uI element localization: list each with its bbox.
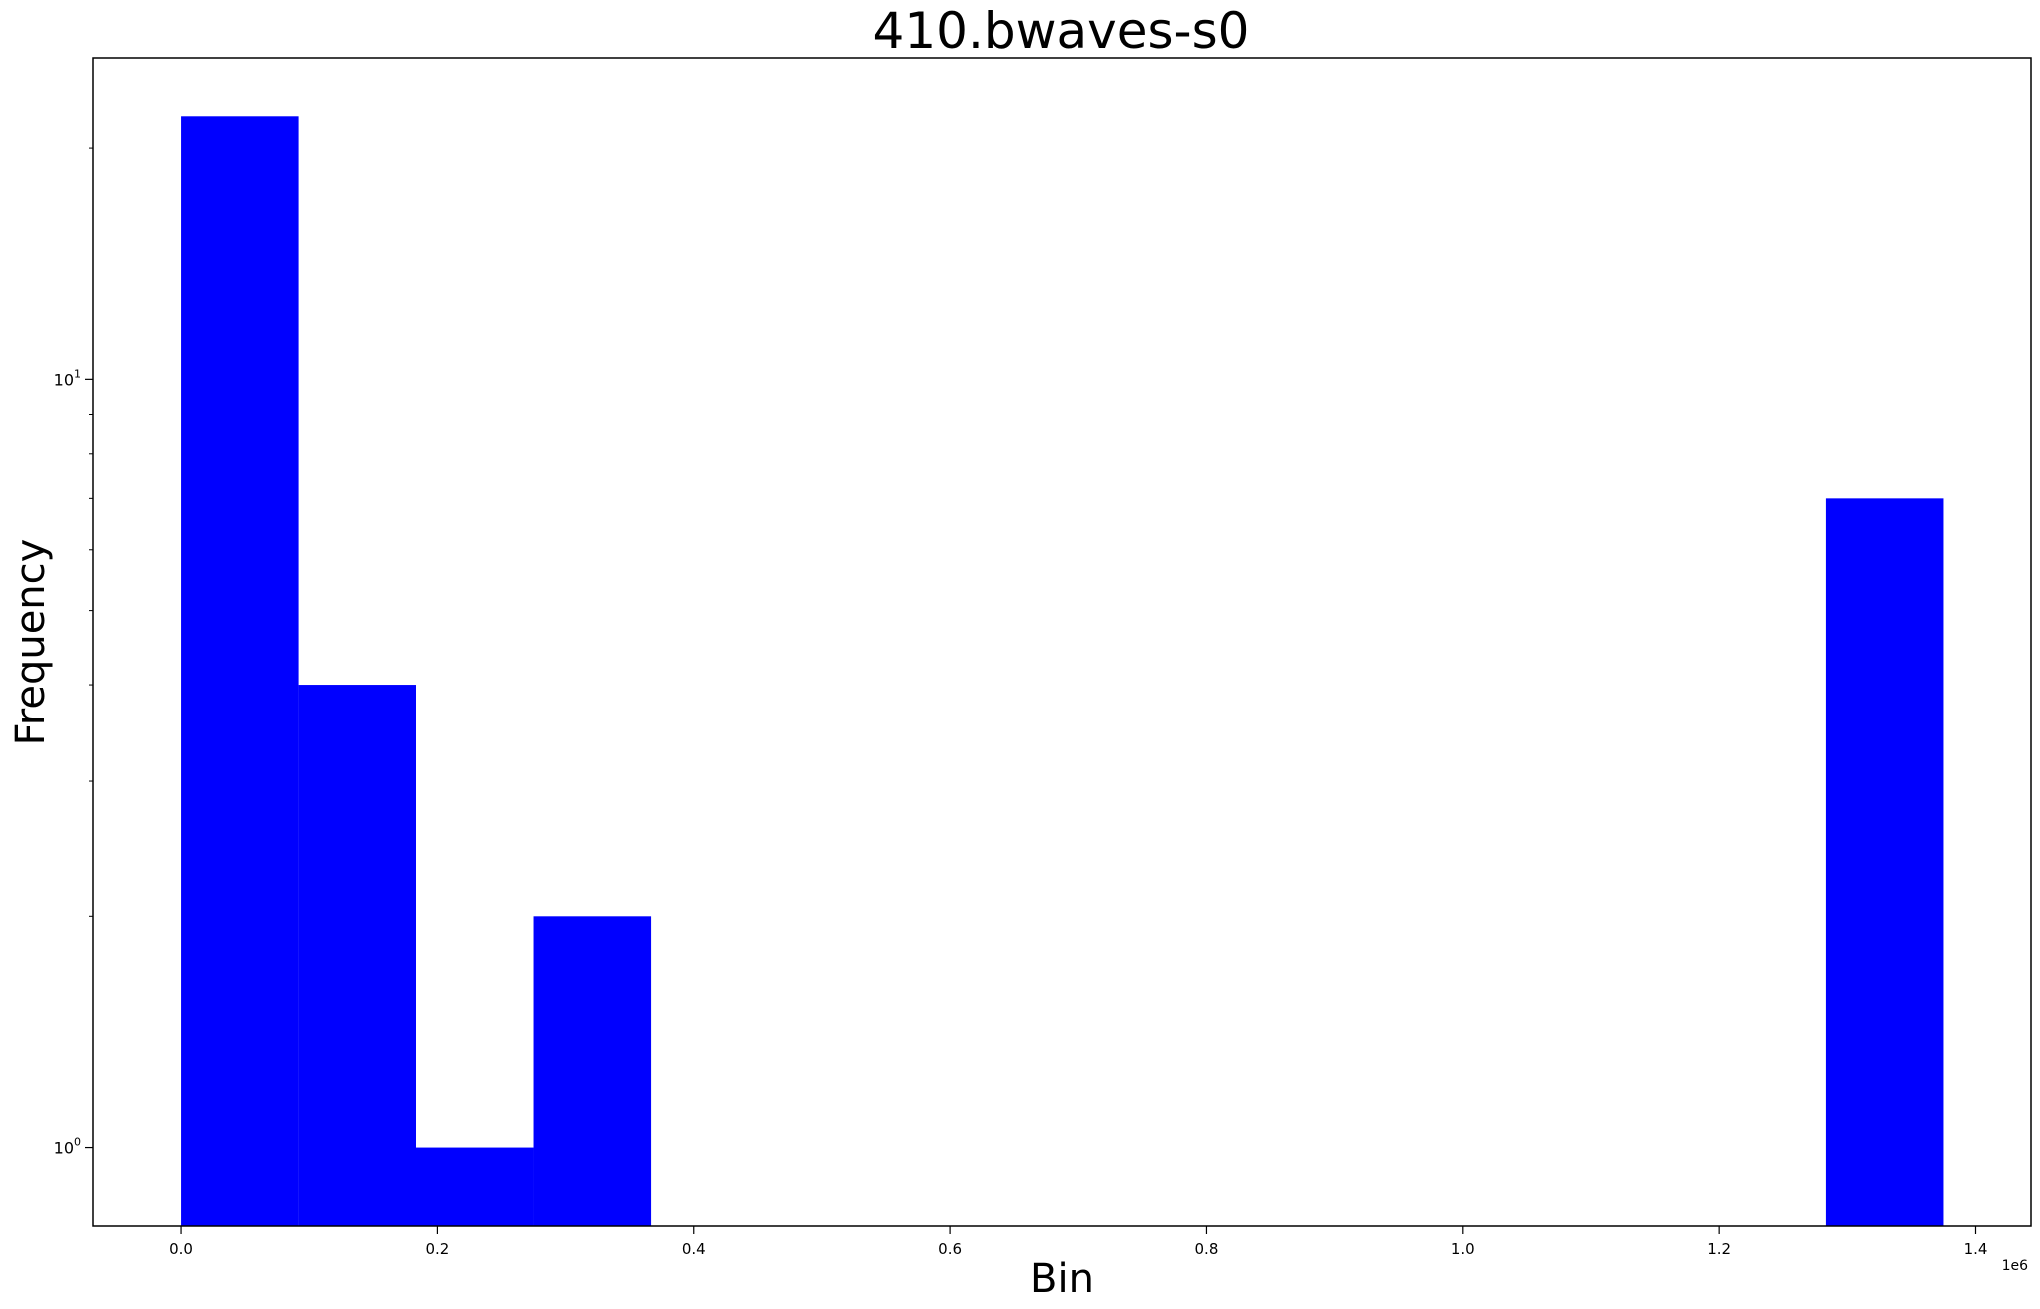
histogram-bar-4 bbox=[1825, 498, 1944, 1227]
x-tick-label-3: 0.6 bbox=[938, 1240, 962, 1258]
x-tick-label-7: 1.4 bbox=[1964, 1240, 1988, 1258]
plot-frame bbox=[92, 57, 2032, 1227]
y-axis: 100 101 bbox=[54, 147, 93, 1158]
chart-title: 410.bwaves-s0 bbox=[873, 2, 1250, 60]
x-tick-label-5: 1.0 bbox=[1451, 1240, 1475, 1258]
x-axis-label: Bin bbox=[1030, 1256, 1094, 1302]
x-offset-label: 1e6 bbox=[2002, 1258, 2029, 1274]
y-axis-label: Frequency bbox=[8, 539, 54, 746]
x-tick-label-6: 1.2 bbox=[1707, 1240, 1731, 1258]
x-axis: 0.0 0.2 0.4 0.6 0.8 1.0 1.2 1.4 bbox=[169, 1226, 1987, 1258]
histogram-bar-0 bbox=[181, 116, 299, 1227]
y-tick-label-1: 101 bbox=[54, 367, 81, 389]
x-tick-label-2: 0.4 bbox=[682, 1240, 706, 1258]
histogram-bar-1 bbox=[298, 685, 416, 1226]
histogram-bar-2 bbox=[416, 1147, 534, 1226]
x-tick-label-4: 0.8 bbox=[1195, 1240, 1219, 1258]
y-tick-label-0: 100 bbox=[54, 1136, 81, 1158]
x-tick-label-0: 0.0 bbox=[169, 1240, 193, 1258]
x-tick-label-1: 0.2 bbox=[425, 1240, 449, 1258]
bars bbox=[181, 116, 1944, 1227]
histogram-bar-3 bbox=[533, 916, 652, 1226]
